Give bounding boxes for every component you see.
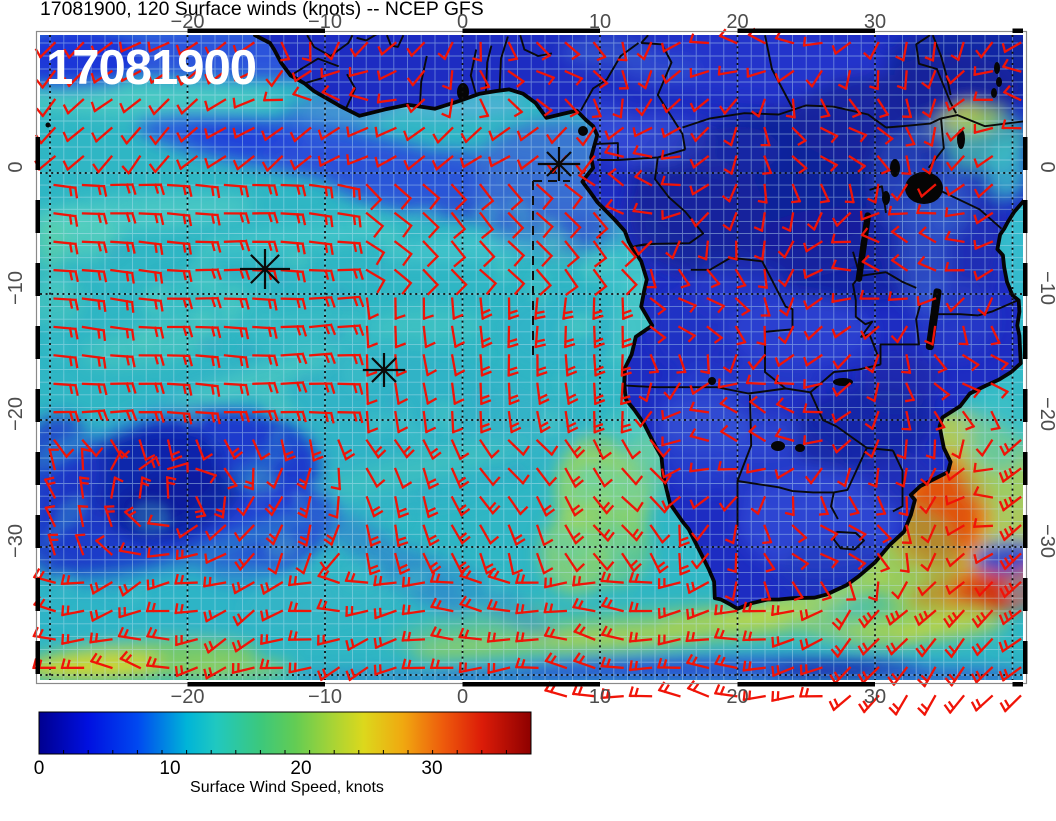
svg-text:0: 0	[457, 686, 468, 708]
svg-text:30: 30	[864, 11, 886, 33]
svg-text:0: 0	[457, 11, 468, 33]
svg-text:17081900: 17081900	[46, 41, 256, 95]
svg-text:−20: −20	[171, 11, 205, 33]
svg-text:10: 10	[159, 758, 180, 779]
svg-text:−10: −10	[308, 11, 342, 33]
svg-text:−10: −10	[1036, 271, 1056, 305]
svg-text:30: 30	[864, 686, 886, 708]
svg-text:30: 30	[421, 758, 442, 779]
svg-text:−30: −30	[5, 524, 27, 558]
svg-text:−20: −20	[1036, 397, 1056, 431]
svg-text:−10: −10	[308, 686, 342, 708]
svg-text:−20: −20	[171, 686, 205, 708]
svg-text:10: 10	[589, 686, 611, 708]
svg-text:10: 10	[589, 11, 611, 33]
svg-text:−30: −30	[1036, 524, 1056, 558]
svg-text:0: 0	[1036, 161, 1056, 172]
svg-text:Surface Wind Speed, knots: Surface Wind Speed, knots	[190, 779, 384, 796]
svg-text:0: 0	[34, 758, 45, 779]
svg-text:0: 0	[5, 161, 27, 172]
svg-text:20: 20	[726, 11, 748, 33]
svg-text:−10: −10	[5, 271, 27, 305]
svg-text:20: 20	[290, 758, 311, 779]
svg-text:17081900, 120 Surface winds (k: 17081900, 120 Surface winds (knots) -- N…	[40, 0, 484, 20]
svg-text:20: 20	[726, 686, 748, 708]
svg-text:−20: −20	[5, 397, 27, 431]
